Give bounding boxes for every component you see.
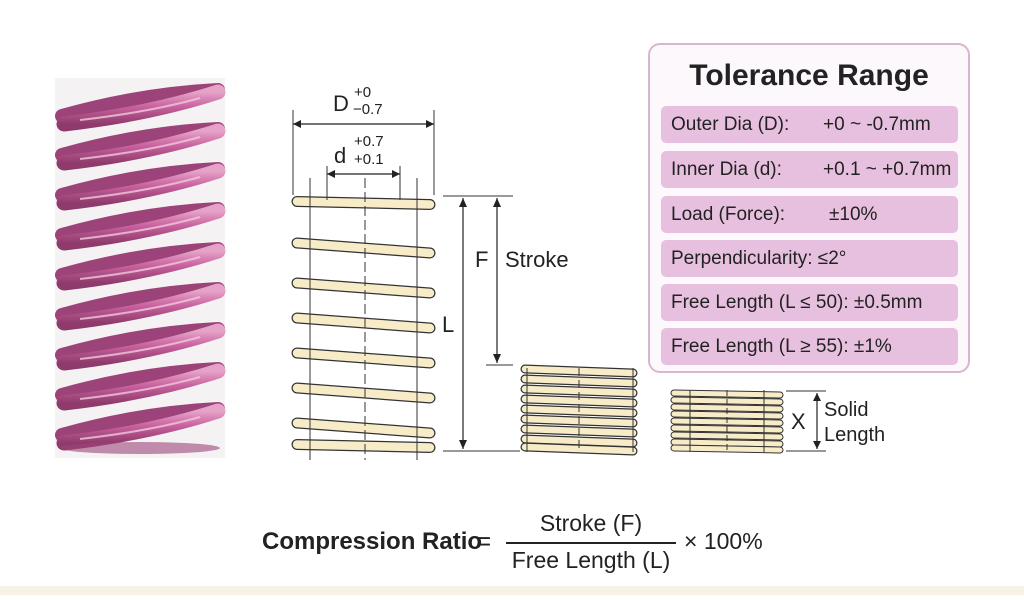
tolerance-row-free-length-small: Free Length (L ≤ 50): ±0.5mm [661,284,958,321]
spring-coil-fill [292,313,435,333]
tolerance-row-free-length-large: Free Length (L ≥ 55): ±1% [661,328,958,365]
compressed-spring-drawing [520,364,638,456]
solid-label-line1: Solid [824,399,868,421]
length-dimensions: L F Stroke [442,195,569,452]
tolerance-title: Tolerance Range [689,59,929,92]
tolerance-row-value: ±10% [829,203,878,225]
spring-coil-highlight [79,97,201,121]
stroke-label: Stroke [505,247,569,272]
spring-coil-highlight [79,256,201,280]
spring-coil-fill [521,385,637,397]
outer-dia-symbol: D [333,91,349,116]
spring-coil-fill [521,443,637,455]
tolerance-row-perpendicularity: Perpendicularity: ≤2° [661,240,958,277]
spring-coil-fill [292,383,435,403]
spring-coil-fill [521,395,637,407]
arrowhead-icon [459,440,467,449]
spring-coil-fill [671,411,783,419]
outer-dia-tol-lower: −0.7 [353,101,383,118]
inner-dia-dimension: d +0.7 +0.1 [327,133,400,178]
tolerance-row-label: Load (Force): [671,203,786,225]
spring-coil-fill [292,197,435,209]
pink-spring-photo [55,78,226,458]
tolerance-panel: Tolerance Range Outer Dia (D): +0 ~ -0.7… [648,43,970,373]
arrowhead-icon [493,354,501,363]
inner-dia-tol-lower: +0.1 [354,151,384,168]
tolerance-row-outer-dia: Outer Dia (D): +0 ~ -0.7mm [661,106,958,143]
arrowhead-icon [426,120,434,128]
pink-spring-coils [55,83,226,454]
arrowhead-icon [293,120,301,128]
arrowhead-icon [493,198,501,207]
outer-dia-tol-upper: +0 [354,84,371,101]
tolerance-row-value: +0 ~ -0.7mm [823,113,931,135]
spring-coil-highlight [79,176,201,200]
spring-coil-highlight [79,136,201,160]
inner-dia-tol-upper: +0.7 [354,133,384,150]
tolerance-row-value: +0.1 ~ +0.7mm [823,158,952,180]
bottom-band [0,586,1024,595]
free-length-symbol: L [442,312,454,337]
solid-label-line2: Length [824,424,885,446]
tolerance-row-inner-dia: Inner Dia (d): +0.1 ~ +0.7mm [661,151,958,188]
inner-dia-symbol: d [334,143,346,168]
formula-numerator: Stroke (F) [539,510,643,536]
compression-ratio-formula: Compression Ratio = Stroke (F) Free Leng… [262,510,782,580]
tolerance-row-label: Free Length (L ≥ 55): ±1% [671,335,892,357]
tolerance-row-load: Load (Force): ±10% [661,196,958,233]
spring-coil-highlight [79,296,201,320]
spring-coil-fill [292,278,435,298]
arrowhead-icon [813,441,821,449]
arrowhead-icon [459,198,467,207]
free-spring-drawing [291,110,436,460]
formula-denominator: Free Length (L) [511,547,671,573]
formula-lhs: Compression Ratio [262,528,483,555]
spring-coil-highlight [79,376,201,400]
arrowhead-icon [327,170,335,178]
arrowhead-icon [392,170,400,178]
tolerance-row-label: Perpendicularity: ≤2° [671,247,847,269]
spring-coil-fill [292,238,435,258]
arrowhead-icon [813,393,821,401]
tolerance-row-label: Free Length (L ≤ 50): ±0.5mm [671,291,923,313]
spring-coil-fill [292,440,435,452]
spring-coil-fill [292,418,435,438]
formula-fraction-bar [506,542,676,544]
spring-coil-fill [671,439,783,447]
spring-coil-highlight [79,336,201,360]
spring-coil-highlight [79,216,201,240]
spring-base [60,442,220,454]
solid-spring-drawing: X Solid Length [670,389,885,454]
spring-coil-fill [292,348,435,368]
formula-multiplier: × 100% [684,528,763,554]
tolerance-row-label: Outer Dia (D): [671,113,790,135]
formula-equals: = [476,526,492,556]
stroke-symbol: F [475,247,488,272]
outer-dia-dimension: D +0 −0.7 [293,84,434,128]
solid-symbol: X [791,409,806,434]
tolerance-row-label: Inner Dia (d): [671,158,782,180]
spring-coil-highlight [79,416,201,440]
